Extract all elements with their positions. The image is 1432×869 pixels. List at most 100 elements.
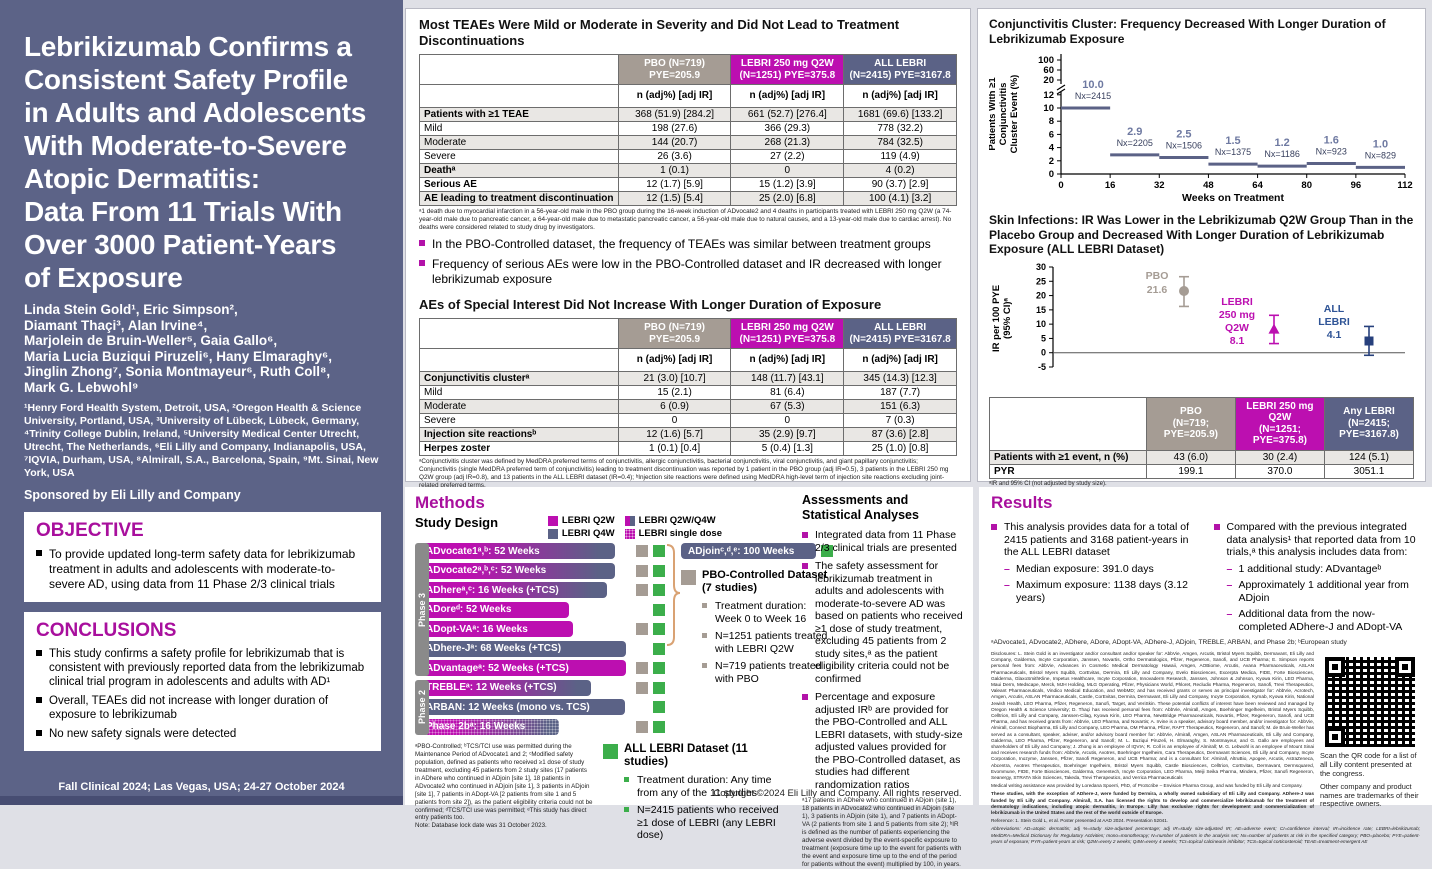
svg-text:20: 20	[1043, 75, 1054, 86]
svg-text:LEBRI: LEBRI	[1221, 296, 1253, 308]
bullet-text: Treatment duration: Any time from any of…	[637, 774, 772, 799]
pbo-dataset-marker	[636, 564, 648, 577]
bullet-square-icon	[624, 807, 629, 812]
svg-text:0: 0	[1041, 347, 1046, 357]
charts-panel: Conjunctivitis Cluster: Frequency Decrea…	[977, 8, 1426, 517]
svg-text:(95% CI)ᵃ: (95% CI)ᵃ	[1002, 297, 1013, 338]
sw-q2w-swatch-icon	[547, 515, 558, 526]
table-row: PYR 199.1 370.0 3051.1	[989, 463, 1415, 479]
bullet-square-icon	[802, 532, 808, 538]
assessments-column: Assessments and Statistical Analyses Int…	[713, 493, 963, 868]
all-lebri-dataset-bullets: Treatment duration: Any time from any of…	[603, 774, 790, 842]
svg-text:Nx=829: Nx=829	[1365, 150, 1396, 160]
skin-infections-chart-title: Skin Infections: IR Was Lower in the Leb…	[989, 213, 1414, 256]
objective-bullets: To provide updated long-term safety data…	[36, 547, 369, 592]
column-header: PBO (N=719) PYE=205.9	[617, 54, 732, 85]
qr-finder-icon	[1325, 727, 1345, 747]
table-row: Deathᵃ 1 (0.1) 0 4 (0.2)	[419, 162, 957, 178]
sub-bullet-item: – Approximately 1 additional year from AD…	[1227, 579, 1421, 604]
study-bar-track: ADhereᵃ,ᶜ: 16 Weeks (+TCS)	[419, 582, 631, 598]
study-row: ARBAN: 12 Weeks (mono vs. TCS)	[419, 699, 665, 715]
bullet-item: Compared with the previous integrated da…	[1213, 521, 1421, 633]
svg-text:48: 48	[1203, 180, 1214, 191]
study-bar: ADvocate2ᵃ,ᵇ,ᶜ: 52 Weeks	[419, 562, 615, 579]
bullet-text: Frequency of serious AEs were low in the…	[432, 257, 942, 287]
teae-data-table: PBO (N=719) PYE=205.9 LEBRI 250 mg Q2W (N…	[419, 54, 957, 206]
bullet-square-icon	[36, 550, 42, 556]
study-bar-track: ADvocate2ᵃ,ᵇ,ᶜ: 52 Weeks	[419, 562, 631, 579]
bullet-text: N=719 patients treated with PBO	[715, 660, 822, 685]
conjunctivitis-chart: 0 2 4 6 8 10 12 20 60 100 0 16 32 48 64 80 96 112 Weeks on…	[987, 46, 1414, 209]
all-lebri-dataset-title: ALL LEBRI Dataset (11 studies)	[624, 743, 748, 768]
qr-code	[1325, 657, 1415, 747]
svg-text:25: 25	[1036, 276, 1046, 286]
all-lebri-dataset-marker	[653, 623, 665, 635]
legend-label: LEBRI Q2W/Q4W	[638, 515, 716, 526]
pbo-dataset-marker	[636, 545, 648, 557]
study-design-diagram: Phase 3 Phase 2 ADvocate1ᵃ,ᵇ: 52 Weeks AD…	[415, 543, 833, 738]
bullet-square-icon	[702, 663, 707, 668]
svg-text:60: 60	[1043, 65, 1054, 76]
bullet-item: The safety assessment for lebrikizumab t…	[802, 560, 963, 685]
column-header: LEBRI 250 mg Q2W (N=1251) PYE=375.8	[730, 54, 845, 85]
study-row: ADvantageᵃ: 52 Weeks (+TCS)	[419, 660, 665, 676]
special-aes-footnote: ᵃConjunctivitis cluster was defined by M…	[419, 457, 949, 490]
svg-text:Nx=923: Nx=923	[1316, 146, 1347, 156]
dash-icon: –	[1226, 608, 1233, 620]
qr-caption-2: Other company and product names are trad…	[1320, 781, 1419, 809]
table-row: Moderate 6 (0.9) 67 (5.3) 151 (6.3)	[419, 398, 957, 414]
bullet-item: This study confirms a safety profile for…	[36, 647, 369, 689]
conclusions-box: CONCLUSIONS This study confirms a safety…	[24, 612, 381, 751]
medical-writing-note: Medical writing assistance was provided …	[991, 783, 1303, 789]
svg-text:1.2: 1.2	[1274, 137, 1289, 149]
special-aes-title: AEs of Special Interest Did Not Increase…	[419, 297, 882, 313]
svg-text:Nx=1186: Nx=1186	[1264, 149, 1300, 159]
svg-text:15: 15	[1036, 304, 1046, 314]
bullet-item: Frequency of serious AEs were low in the…	[419, 257, 957, 287]
pbo-dataset-marker	[636, 662, 648, 674]
svg-text:Nx=1506: Nx=1506	[1166, 141, 1202, 151]
study-bar: ARBAN: 12 Weeks (mono vs. TCS)	[419, 699, 625, 715]
objective-box: OBJECTIVE To provide updated long-term s…	[24, 512, 381, 602]
bullet-text: No new safety signals were detected	[49, 728, 237, 740]
reference-line: Reference: 1. Stein Gold L, et al. Poste…	[991, 818, 1169, 824]
svg-text:Nx=1375: Nx=1375	[1215, 147, 1251, 157]
bullet-text: To provide updated long-term safety data…	[49, 547, 356, 591]
sub-bullet-text: Additional data from the now-completed A…	[1238, 608, 1403, 633]
dash-icon: –	[1004, 579, 1010, 591]
sw-q2wq4w-swatch-icon	[624, 515, 635, 526]
methods-panel: Methods Study Design LEBRI Q2W LEBRI Q2W/…	[405, 487, 973, 868]
qr-finder-icon	[1325, 657, 1345, 677]
all-lebri-dataset-marker	[653, 720, 665, 733]
all-lebri-dataset-marker	[653, 603, 665, 616]
qr-finder-icon	[1395, 657, 1415, 677]
table-row: Mild 15 (2.1) 81 (6.4) 187 (7.7)	[419, 384, 957, 400]
methods-heading: Methods	[415, 493, 485, 512]
bullet-item: No new safety signals were detected	[36, 727, 369, 741]
bullet-item: Integrated data from 11 Phase 2/3 clinic…	[802, 529, 963, 554]
teae-title: Most TEAEs Were Mild or Moderate in Seve…	[419, 17, 900, 48]
datasets-column: ADjoinᶜ,ᵈ,ᵉ: 100 Weeks PBO-Controlled Da…	[665, 543, 833, 738]
teae-bullets: In the PBO-Controlled dataset, the frequ…	[419, 237, 957, 287]
results-footnote: ᵃADvocate1, ADvocate2, ADhere, ADore, AD…	[991, 639, 1347, 646]
sub-bullet-text: Maximum exposure: 1138 days (3.12 years)	[1016, 579, 1188, 604]
svg-text:ALL: ALL	[1324, 303, 1345, 315]
table-row: Patients with ≥1 event, n (%) 43 (6.0) 30 …	[989, 449, 1415, 465]
svg-text:0: 0	[1049, 169, 1054, 180]
all-lebri-dataset-marker	[653, 564, 665, 577]
table-row: Moderate 144 (20.7) 268 (21.3) 784 (32.5)	[419, 134, 957, 150]
sub-bullet-item: – Median exposure: 391.0 days	[1004, 563, 1198, 576]
bullet-item: N=1251 patients treated with LEBRI Q2W	[702, 630, 833, 655]
study-bar-track: Phase 2bᵃ: 16 Weeks	[419, 718, 631, 735]
sub-bullet-text: Median exposure: 391.0 days	[1016, 562, 1154, 575]
sub-bullet-text: 1 additional study: ADvantageᵇ	[1238, 562, 1382, 575]
bullet-text: Treatment duration: Week 0 to Week 16	[715, 600, 807, 625]
table-row: Herpes zoster 1 (0.1) [0.4] 5 (0.4) [1.3] 2…	[419, 440, 957, 456]
conclusions-bullets: This study confirms a safety profile for…	[36, 647, 369, 741]
legend-item: LEBRI single dose	[624, 528, 722, 539]
study-bar: TREBLEᵃ: 12 Weeks (+TCS)	[419, 679, 591, 696]
bullet-item: Treatment duration: Week 0 to Week 16	[702, 600, 833, 625]
bullet-square-icon	[802, 563, 808, 569]
svg-text:10.0: 10.0	[1082, 79, 1103, 91]
study-bar: ADvocate1ᵃ,ᵇ: 52 Weeks	[419, 543, 615, 559]
